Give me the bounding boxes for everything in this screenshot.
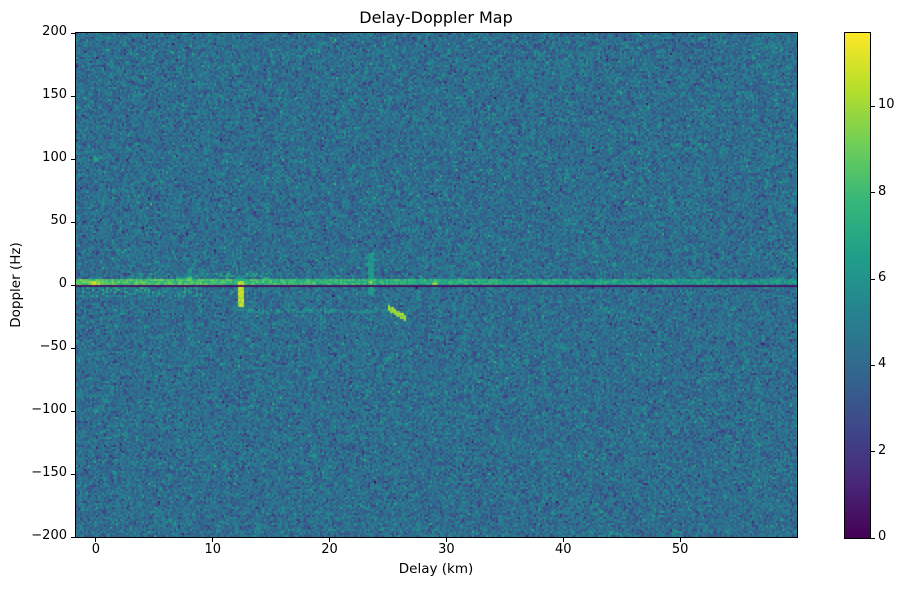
colorbar [844, 32, 871, 539]
y-tick-mark [71, 347, 75, 349]
colorbar-tick-mark [871, 105, 875, 107]
y-tick-label: 0 [58, 276, 67, 291]
y-tick-label: 150 [42, 87, 67, 102]
x-tick-mark [329, 538, 331, 542]
colorbar-tick-mark [871, 364, 875, 366]
colorbar-tick-mark [871, 451, 875, 453]
colorbar-tick-label: 4 [878, 356, 887, 372]
y-tick-mark [71, 95, 75, 97]
y-tick-mark [71, 410, 75, 412]
y-tick-mark [71, 221, 75, 223]
colorbar-tick-label: 8 [878, 183, 887, 199]
colorbar-tick-label: 10 [878, 97, 895, 113]
x-tick-label: 10 [204, 542, 221, 557]
plot-area [75, 32, 798, 538]
x-tick-label: 30 [438, 542, 455, 557]
colorbar-tick-label: 2 [878, 442, 887, 458]
y-tick-label: 200 [42, 24, 67, 39]
x-tick-mark [445, 538, 447, 542]
colorbar-tick-label: 0 [878, 529, 887, 544]
y-tick-label: 50 [50, 213, 67, 228]
colorbar-tick-label: 6 [878, 270, 887, 286]
x-tick-mark [679, 538, 681, 542]
x-tick-mark [95, 538, 97, 542]
colorbar-tick-mark [871, 537, 875, 539]
x-tick-label: 20 [321, 542, 338, 557]
y-tick-label: −50 [39, 339, 67, 354]
y-tick-label: 100 [42, 150, 67, 165]
y-tick-label: −100 [31, 402, 67, 417]
y-tick-mark [71, 473, 75, 475]
x-tick-label: 40 [555, 542, 572, 557]
x-tick-mark [562, 538, 564, 542]
y-tick-label: −200 [31, 528, 67, 543]
y-tick-label: −150 [31, 465, 67, 480]
x-tick-mark [212, 538, 214, 542]
x-tick-label: 0 [91, 542, 100, 557]
y-axis-label: Doppler (Hz) [8, 242, 24, 328]
heatmap-canvas [76, 33, 797, 537]
colorbar-tick-mark [871, 278, 875, 280]
x-tick-label: 50 [671, 542, 689, 557]
colorbar-tick-mark [871, 192, 875, 194]
chart-title: Delay-Doppler Map [359, 8, 513, 27]
y-tick-mark [71, 158, 75, 160]
colorbar-gradient [845, 33, 870, 538]
y-tick-mark [71, 32, 75, 34]
x-axis-label: Delay (km) [398, 561, 474, 577]
y-tick-mark [71, 284, 75, 286]
y-tick-mark [71, 536, 75, 538]
